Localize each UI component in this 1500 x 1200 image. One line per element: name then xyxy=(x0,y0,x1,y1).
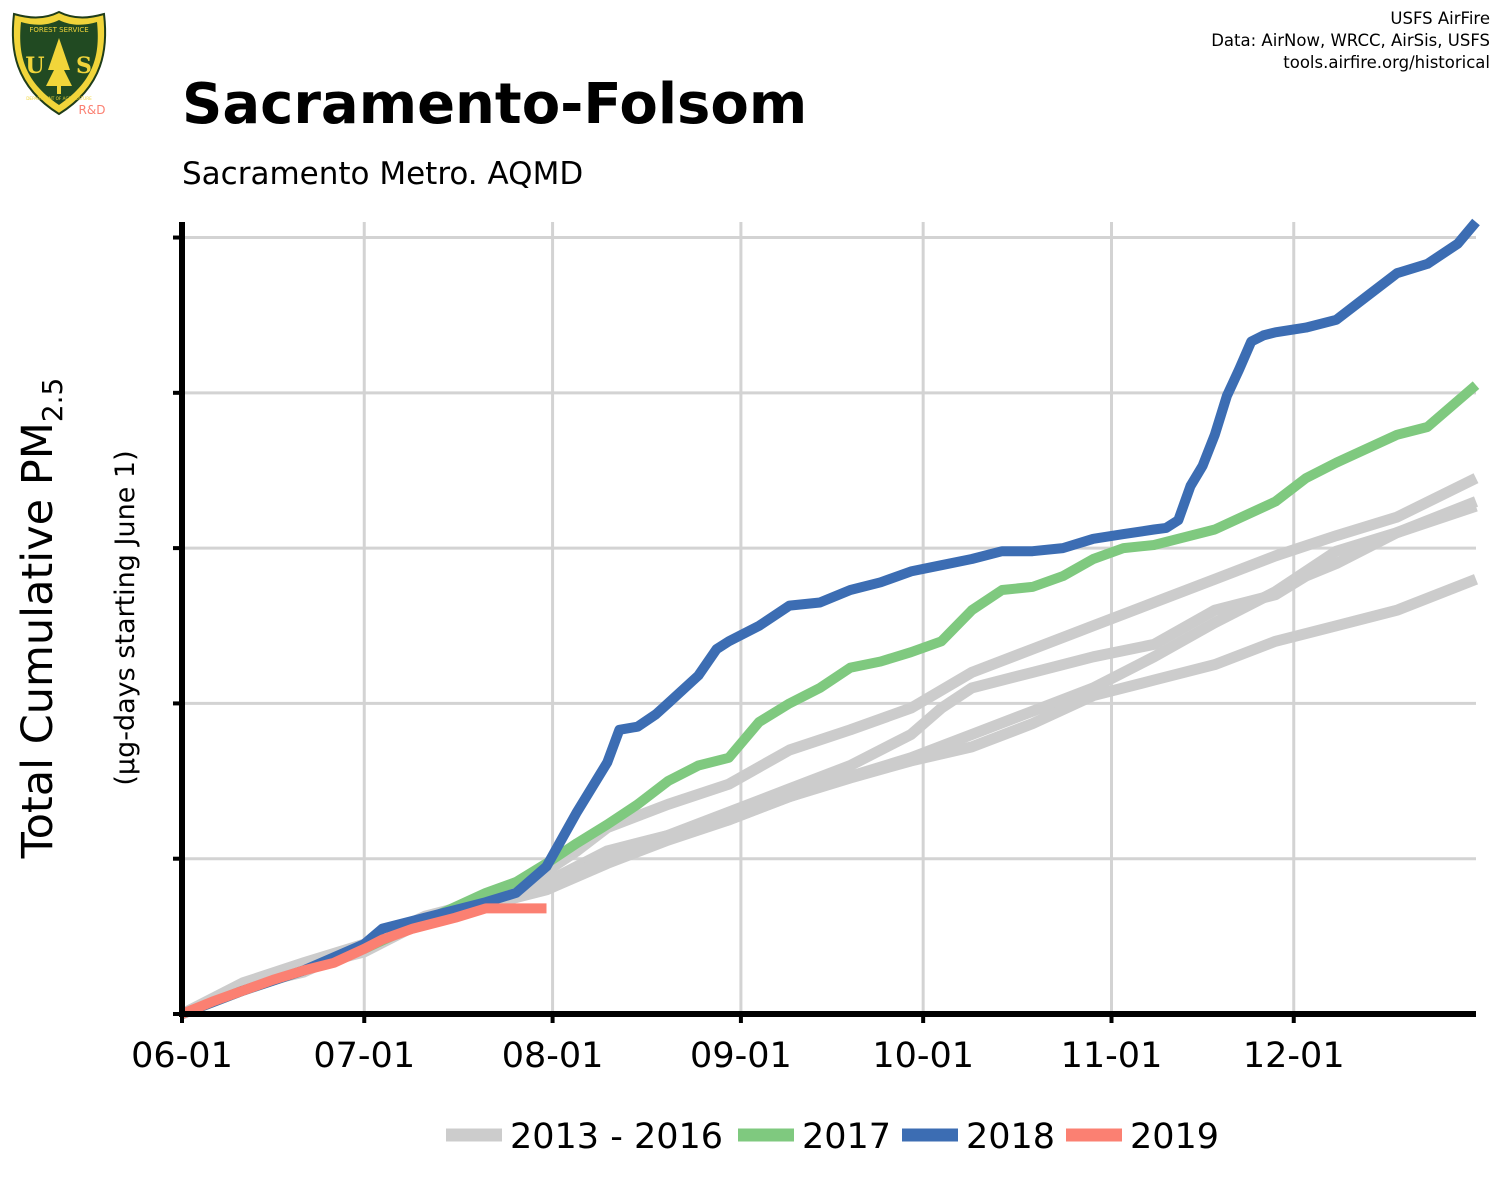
legend-label: 2019 xyxy=(1130,1117,1219,1157)
logo-bottom-text: DEPARTMENT OF AGRICULTURE xyxy=(26,96,92,101)
logo-top-text: FOREST SERVICE xyxy=(29,26,88,34)
data-credits: USFS AirFire Data: AirNow, WRCC, AirSis,… xyxy=(1211,8,1490,74)
legend: 2013 - 2016 2017 2018 2019 xyxy=(446,1117,1219,1157)
y-axis-units: (µg-days starting June 1) xyxy=(110,450,141,785)
x-tick-label: 12-01 xyxy=(1243,1036,1345,1076)
logo-letter-u: U xyxy=(25,53,44,79)
x-tick-label: 06-01 xyxy=(131,1036,233,1076)
y-axis-label: Total Cumulative PM2.5 (µg-days starting … xyxy=(13,378,141,860)
legend-label: 2018 xyxy=(966,1117,1055,1157)
y-axis-title: Total Cumulative PM2.5 xyxy=(13,378,69,860)
series-line-y2019 xyxy=(180,903,547,1019)
grid-lines xyxy=(182,222,1476,1014)
credit-line-3: tools.airfire.org/historical xyxy=(1283,53,1490,72)
x-tick-label: 11-01 xyxy=(1061,1036,1163,1076)
x-tick-label: 09-01 xyxy=(690,1036,792,1076)
series-lines xyxy=(179,218,1480,1020)
x-tick-labels: 06-01 07-01 08-01 09-01 10-01 11-01 12-01 xyxy=(131,1036,1344,1076)
logo-rd-tag: R&D xyxy=(79,103,106,117)
x-tick-label: 10-01 xyxy=(872,1036,974,1076)
credit-line-1: USFS AirFire xyxy=(1390,9,1490,28)
axes xyxy=(173,222,1476,1023)
usfs-shield-logo: U FOREST SERVICE DEPARTMENT OF AGRICULTU… xyxy=(11,10,107,117)
x-tick-label: 07-01 xyxy=(313,1036,415,1076)
chart-title: Sacramento-Folsom xyxy=(182,72,808,137)
legend-label: 2017 xyxy=(802,1117,891,1157)
chart-subtitle: Sacramento Metro. AQMD xyxy=(182,156,584,192)
legend-label: 2013 - 2016 xyxy=(510,1117,723,1157)
series-line-y2017 xyxy=(180,381,1480,1019)
x-tick-label: 08-01 xyxy=(502,1036,604,1076)
credit-line-2: Data: AirNow, WRCC, AirSis, USFS xyxy=(1211,31,1490,50)
logo-letter-s: S xyxy=(76,53,92,79)
series-line-y2018 xyxy=(180,218,1480,1019)
